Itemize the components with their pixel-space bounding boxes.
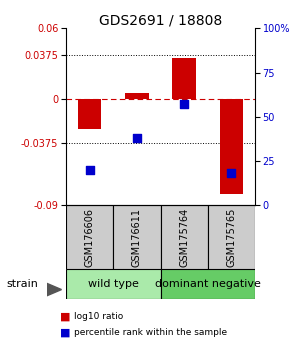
Point	[87, 167, 92, 173]
Text: strain: strain	[6, 279, 38, 289]
Title: GDS2691 / 18808: GDS2691 / 18808	[99, 13, 222, 27]
Text: log10 ratio: log10 ratio	[74, 312, 123, 321]
Bar	[78, 99, 101, 129]
Text: ■: ■	[60, 328, 70, 338]
Bar	[66, 205, 113, 269]
Bar	[160, 205, 208, 269]
Bar	[220, 99, 243, 194]
Point	[134, 135, 139, 141]
Text: percentile rank within the sample: percentile rank within the sample	[74, 328, 226, 337]
Bar	[208, 205, 255, 269]
Point	[229, 171, 234, 176]
Polygon shape	[46, 283, 62, 296]
Text: ■: ■	[60, 312, 70, 322]
Bar	[125, 93, 149, 99]
Text: GSM175765: GSM175765	[226, 207, 236, 267]
Text: dominant negative: dominant negative	[155, 279, 261, 289]
Text: wild type: wild type	[88, 279, 139, 289]
Bar	[113, 205, 160, 269]
Point	[182, 102, 187, 107]
Bar	[66, 269, 160, 299]
Text: GSM176611: GSM176611	[132, 208, 142, 267]
Text: GSM176606: GSM176606	[85, 208, 94, 267]
Bar	[172, 58, 196, 99]
Text: GSM175764: GSM175764	[179, 207, 189, 267]
Bar	[160, 269, 255, 299]
